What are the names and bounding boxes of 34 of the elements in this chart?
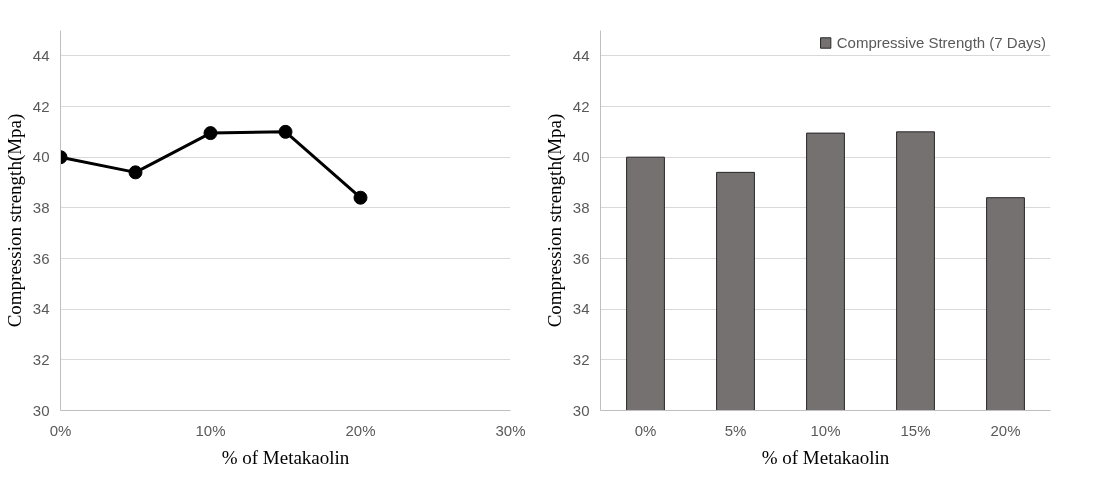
y-tick-label: 38	[572, 198, 590, 216]
point	[353, 190, 368, 205]
point	[203, 126, 218, 141]
y-tick-label: 42	[572, 97, 590, 115]
y-tick-label: 38	[32, 198, 50, 216]
x-tick-label: 10%	[810, 421, 841, 439]
y-tick-label: 36	[32, 249, 50, 267]
x-tick-label: 15%	[900, 421, 931, 439]
y-tick-label: 42	[32, 97, 50, 115]
point	[128, 165, 143, 180]
x-tick-label: 30%	[495, 421, 526, 439]
y-tick-label: 30	[572, 401, 590, 419]
y-tick-label: 30	[32, 401, 50, 419]
x-axis-title: % of Metakaolin	[221, 446, 350, 468]
y-tick-label: 40	[572, 148, 590, 166]
y-axis-title: Compression strength(Mpa)	[3, 113, 26, 328]
y-tick-label: 44	[572, 46, 590, 64]
x-tick-label: 10%	[195, 421, 226, 439]
x-tick-label: 0%	[49, 421, 72, 439]
y-tick-label: 40	[32, 148, 50, 166]
y-tick-label: 32	[572, 350, 590, 368]
x-tick-label: 20%	[345, 421, 376, 439]
y-tick-label: 34	[572, 300, 590, 318]
x-tick-label: 5%	[724, 421, 747, 439]
y-tick-label: 34	[32, 300, 50, 318]
y-tick-label: 44	[32, 46, 50, 64]
y-axis-title: Compression strength(Mpa)	[543, 113, 566, 328]
legend-label: Compressive Strength (7 Days)	[836, 34, 1046, 51]
y-tick-label: 32	[32, 350, 50, 368]
x-tick-label: 0%	[634, 421, 657, 439]
x-tick-label: 20%	[990, 421, 1021, 439]
x-axis-title: % of Metakaolin	[761, 446, 890, 468]
y-tick-label: 36	[572, 249, 590, 267]
point	[278, 124, 293, 139]
